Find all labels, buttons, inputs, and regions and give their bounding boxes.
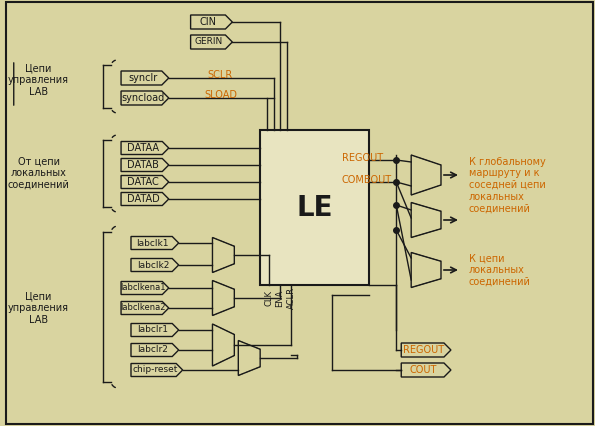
Text: К глобальному
маршруту и к
соседней цепи
локальных
соединений: К глобальному маршруту и к соседней цепи… xyxy=(469,157,546,213)
Polygon shape xyxy=(190,35,232,49)
Polygon shape xyxy=(121,141,169,155)
Text: DATAC: DATAC xyxy=(127,177,159,187)
Polygon shape xyxy=(411,253,441,288)
Text: labclkena2: labclkena2 xyxy=(120,303,165,313)
Text: labclk1: labclk1 xyxy=(137,239,169,248)
Polygon shape xyxy=(212,324,234,366)
Text: От цепи
локальных
соединений: От цепи локальных соединений xyxy=(8,156,70,190)
Polygon shape xyxy=(401,363,451,377)
Text: DATAD: DATAD xyxy=(127,194,159,204)
Polygon shape xyxy=(190,15,232,29)
Text: Цепи
управления
LAB: Цепи управления LAB xyxy=(8,291,69,325)
Polygon shape xyxy=(131,323,178,337)
Text: REGOUT: REGOUT xyxy=(342,153,383,163)
Text: CLK: CLK xyxy=(265,290,274,306)
Text: ACLR: ACLR xyxy=(286,287,296,309)
Polygon shape xyxy=(411,155,441,195)
Text: synclr: synclr xyxy=(129,73,158,83)
Polygon shape xyxy=(212,238,234,273)
Polygon shape xyxy=(131,259,178,271)
Text: DATAA: DATAA xyxy=(127,143,159,153)
Text: SCLR: SCLR xyxy=(208,70,233,80)
Text: DATAB: DATAB xyxy=(127,160,159,170)
Polygon shape xyxy=(121,71,169,85)
Polygon shape xyxy=(131,363,183,377)
Text: GERIN: GERIN xyxy=(195,37,223,46)
Polygon shape xyxy=(411,202,441,238)
Bar xyxy=(260,130,369,285)
Polygon shape xyxy=(121,193,169,205)
Text: CIN: CIN xyxy=(200,17,217,27)
Text: К цепи
локальных
соединений: К цепи локальных соединений xyxy=(469,253,531,287)
Text: chip-reset: chip-reset xyxy=(132,366,177,374)
Text: syncload: syncload xyxy=(121,93,165,103)
Polygon shape xyxy=(121,176,169,188)
Polygon shape xyxy=(212,280,234,316)
Polygon shape xyxy=(121,158,169,172)
Text: labclkena1: labclkena1 xyxy=(120,283,165,293)
Polygon shape xyxy=(121,282,169,294)
Polygon shape xyxy=(131,343,178,357)
Text: SLOAD: SLOAD xyxy=(204,90,237,100)
Polygon shape xyxy=(239,340,260,375)
Text: COUT: COUT xyxy=(409,365,437,375)
Text: LE: LE xyxy=(296,193,333,222)
Text: COMBOUT: COMBOUT xyxy=(342,175,392,185)
Polygon shape xyxy=(121,302,169,314)
Text: labclk2: labclk2 xyxy=(137,261,169,270)
Text: REGOUT: REGOUT xyxy=(403,345,444,355)
Polygon shape xyxy=(401,343,451,357)
Text: labclr2: labclr2 xyxy=(137,345,168,354)
Text: ENA: ENA xyxy=(275,289,284,307)
Polygon shape xyxy=(131,236,178,250)
Text: Цепи
управления
LAB: Цепи управления LAB xyxy=(8,63,69,97)
Polygon shape xyxy=(121,91,169,105)
Text: labclr1: labclr1 xyxy=(137,325,168,334)
